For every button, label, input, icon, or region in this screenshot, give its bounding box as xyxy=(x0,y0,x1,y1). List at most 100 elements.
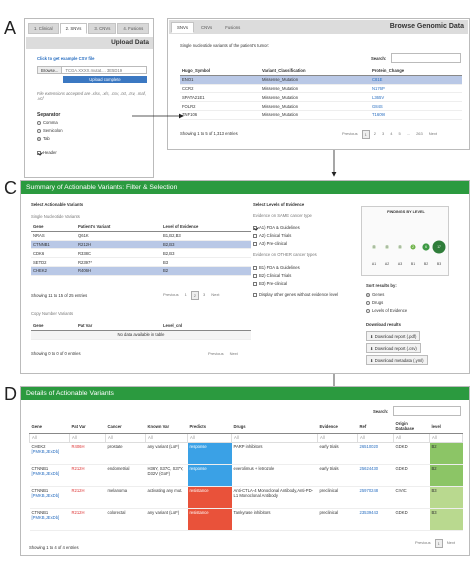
pager-page[interactable]: 3 xyxy=(382,130,385,136)
column-filter[interactable]: All xyxy=(69,432,106,443)
column-filter[interactable]: All xyxy=(317,432,358,443)
col-patient-variant[interactable]: Patient's Variant xyxy=(76,223,161,232)
radio-tab[interactable] xyxy=(37,136,41,141)
example-csv-link[interactable]: Click to get example CSV file xyxy=(37,56,95,61)
level-b3-option[interactable]: B3) Pre-clinical xyxy=(253,281,287,286)
cell-ref[interactable]: 23539443 xyxy=(357,508,394,531)
level-a2-option[interactable]: A2) Clinical Trials xyxy=(253,233,291,238)
col-cnv-level[interactable]: Level_cnl xyxy=(161,322,251,331)
radio-levels[interactable] xyxy=(366,308,370,313)
pager-next[interactable]: Next xyxy=(229,350,238,356)
details-search-input[interactable] xyxy=(393,406,461,416)
cell-protein[interactable]: T1609I xyxy=(370,110,462,120)
table-row[interactable]: CHEK2 R406H B2 xyxy=(31,266,251,276)
checkbox-a1[interactable] xyxy=(253,225,257,230)
table-row[interactable]: SPATA21E1 Missense_Mutation L365V xyxy=(180,92,462,103)
col-protein-change[interactable]: Protein_Change xyxy=(370,67,462,76)
sort-option-genes[interactable]: Genes xyxy=(366,292,384,297)
col-known-var[interactable]: Known Var xyxy=(145,420,188,434)
col-level[interactable]: level xyxy=(429,420,463,434)
radio-semicolon[interactable] xyxy=(37,128,41,133)
column-filter[interactable]: All xyxy=(187,432,232,443)
checkbox-display-other[interactable] xyxy=(253,292,257,297)
checkbox-b1[interactable] xyxy=(253,265,257,270)
cell-protein[interactable]: G84S xyxy=(370,101,462,111)
table-row[interactable]: CHEK2 [PMKB,JExDb] R406H prostate any varian… xyxy=(29,442,463,465)
tab-fusions[interactable]: 4. Fusions xyxy=(117,23,150,34)
gene-db-links[interactable]: [PMKB,JExDb] xyxy=(31,448,60,454)
gene-db-links[interactable]: [PMKB,JExDb] xyxy=(31,470,60,476)
pager-page[interactable]: 2 xyxy=(190,291,200,300)
cell-protein[interactable]: N176P xyxy=(370,84,462,94)
col-gene[interactable]: Gene xyxy=(31,223,76,232)
col-cnv-pat-var[interactable]: Pat Var xyxy=(76,322,161,331)
col-cnv-gene[interactable]: Gene xyxy=(31,322,76,331)
pager-page[interactable]: 263 xyxy=(416,130,423,136)
table-row[interactable]: CDK6 R338C B2,B3 xyxy=(31,248,251,259)
cell-ref[interactable]: 25624430 xyxy=(357,464,394,487)
col-hugo-symbol[interactable]: Hugo_Symbol xyxy=(180,67,260,76)
pager-next[interactable]: Next xyxy=(211,291,220,297)
download-pdf-button[interactable]: ⬇ Download report (.pdf) xyxy=(366,331,421,341)
header-checkbox-row[interactable]: Header xyxy=(37,150,57,155)
column-filter[interactable]: All xyxy=(357,432,394,443)
pager-page[interactable]: 1 xyxy=(434,539,443,548)
table-row[interactable]: FOLR2 Missense_Mutation G84S xyxy=(180,101,462,111)
pager-page[interactable]: 1 xyxy=(361,130,370,139)
column-filter[interactable]: All xyxy=(105,432,146,443)
col-level-of-evidence[interactable]: Level of Evidence xyxy=(161,223,251,232)
table-row[interactable]: CTNNB1 [PMKB,JExDb] R212H colorectal any var… xyxy=(29,508,463,531)
radio-comma[interactable] xyxy=(37,120,41,125)
separator-option-semicolon[interactable]: Semicolon xyxy=(37,128,63,133)
download-metadata-button[interactable]: ⬇ Download metadata (.yml) xyxy=(366,355,428,365)
pager-page[interactable]: 2 xyxy=(373,130,377,136)
cell-protein[interactable]: C81E xyxy=(370,75,462,85)
table-row[interactable]: SETD2 R2397* B3 xyxy=(31,257,251,267)
level-a1-option[interactable]: A1) FDA & Guidelines xyxy=(253,225,300,230)
col-ref[interactable]: Ref xyxy=(357,420,394,434)
col-gene[interactable]: Gene xyxy=(29,420,70,434)
col-evidence[interactable]: Evidence xyxy=(317,420,358,434)
sort-option-drugs[interactable]: Drugs xyxy=(366,300,383,305)
checkbox-b2[interactable] xyxy=(253,273,257,278)
pager-page[interactable]: 3 xyxy=(203,291,206,297)
column-filter[interactable]: All xyxy=(231,432,318,443)
gene-db-links[interactable]: [PMKB,JExDb] xyxy=(31,492,60,498)
sort-option-levels[interactable]: Levels of Evidence xyxy=(366,308,407,313)
level-b1-option[interactable]: B1) FDA & Guidelines xyxy=(253,265,300,270)
cell-ref[interactable]: 26510020 xyxy=(357,442,394,465)
table-row[interactable]: CTNNB1 [PMKB,JExDb] R212H melanoma activatin… xyxy=(29,486,463,509)
header-checkbox[interactable] xyxy=(37,150,41,155)
checkbox-a3[interactable] xyxy=(253,241,257,246)
col-drugs[interactable]: Drugs xyxy=(231,420,318,434)
checkbox-b3[interactable] xyxy=(253,281,257,286)
browse-button[interactable]: Browse... xyxy=(38,67,63,73)
cell-protein[interactable]: L365V xyxy=(370,92,462,103)
radio-genes[interactable] xyxy=(366,292,370,297)
pager-previous[interactable]: Previous xyxy=(342,130,358,136)
pager-page[interactable]: 5 xyxy=(398,130,401,136)
table-row[interactable]: ZNF106 Missense_Mutation T1609I xyxy=(180,110,462,120)
table-row[interactable]: CCR2 Missense_Mutation N176P xyxy=(180,84,462,94)
column-filter[interactable]: All xyxy=(429,432,463,443)
column-filter[interactable]: All xyxy=(29,432,70,443)
tab-cnvs[interactable]: 3. CNVs xyxy=(88,23,117,34)
separator-option-comma[interactable]: Comma xyxy=(37,120,58,125)
pager-next[interactable]: Next xyxy=(446,539,456,545)
file-name-field[interactable]: TCGA.XXXX.mutat.... 3E5D19 xyxy=(65,68,123,73)
col-cancer[interactable]: Cancer xyxy=(105,420,146,434)
col-origin-database[interactable]: Origin Database xyxy=(393,420,430,434)
checkbox-a2[interactable] xyxy=(253,233,257,238)
tab-b-cnvs[interactable]: CNVs xyxy=(200,25,213,30)
table-row[interactable]: CTNNB1 R212H B2,B3 xyxy=(31,240,251,250)
col-variant-classification[interactable]: Variant_Classification xyxy=(260,67,370,76)
pager-previous[interactable]: Previous xyxy=(163,291,179,297)
table-row[interactable]: CTNNB1 [PMKB,JExDb] R212H endometrial H36Y, … xyxy=(29,464,463,487)
gene-db-links[interactable]: [PMKB,JExDb] xyxy=(31,514,60,520)
pager-page[interactable]: 1 xyxy=(184,291,187,297)
pager-page[interactable]: 4 xyxy=(390,130,393,136)
cell-ref[interactable]: 25970248 xyxy=(357,486,394,509)
level-b2-option[interactable]: B2) Clinical Trials xyxy=(253,273,291,278)
pager-previous[interactable]: Previous xyxy=(208,350,224,356)
table-row[interactable]: NRAS Q61K B1,B2,B3 xyxy=(31,231,251,241)
